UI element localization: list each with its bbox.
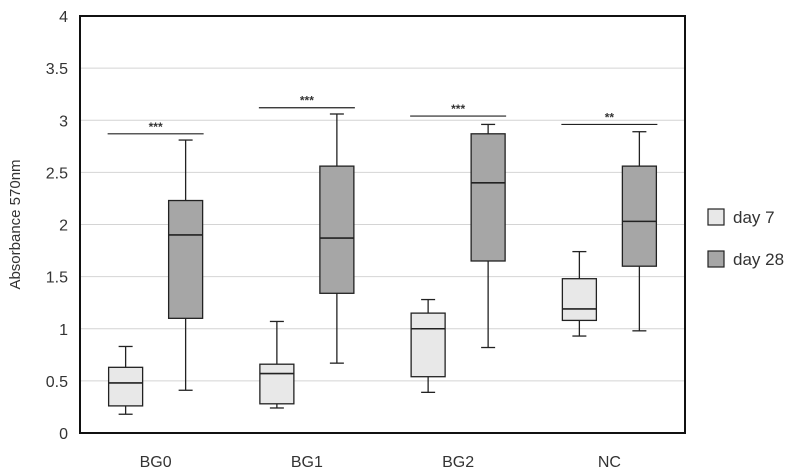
significance-label: ***	[149, 120, 163, 134]
box-iqr	[167, 199, 204, 319]
legend-swatch	[707, 208, 725, 226]
box-day-28-BG2	[470, 123, 506, 349]
y-tick-label: 0	[59, 426, 68, 443]
significance-label: ***	[300, 94, 314, 108]
legend-swatch	[707, 250, 725, 268]
box-day-28-NC	[621, 131, 658, 332]
plot-frame	[79, 15, 686, 434]
box-day-7-BG0	[107, 345, 144, 415]
x-category-label: BG2	[442, 454, 474, 471]
y-tick-label: 1.5	[46, 270, 68, 287]
box-day-7-BG1	[259, 320, 295, 409]
box-iqr	[410, 312, 446, 378]
significance-label: **	[605, 110, 615, 124]
y-axis-ticks: 0 0.5 1 1.5 2 2.5 3 3.5 4	[46, 9, 68, 443]
box-iqr	[621, 165, 658, 267]
box-day-7-BG2	[410, 298, 446, 393]
y-tick-label: 2.5	[46, 165, 68, 182]
box-iqr	[259, 363, 295, 405]
x-category-label: BG1	[291, 454, 323, 471]
significance-markers: ***********	[107, 94, 658, 135]
box-iqr	[561, 278, 598, 322]
legend-item-day-28: day 28	[707, 250, 784, 269]
y-tick-label: 0.5	[46, 374, 68, 391]
y-axis-title: Absorbance 570nm	[7, 159, 24, 289]
legend-label: day 7	[733, 208, 775, 227]
box-iqr	[319, 165, 355, 294]
y-tick-label: 1	[59, 322, 68, 339]
box-day-28-BG0	[167, 139, 204, 391]
x-axis-labels: BG0 BG1 BG2 NC	[140, 454, 621, 471]
boxes	[107, 113, 658, 415]
box-day-7-NC	[561, 250, 598, 337]
y-tick-label: 2	[59, 218, 68, 235]
legend-item-day-7: day 7	[707, 208, 775, 227]
significance-label: ***	[451, 102, 465, 116]
box-iqr	[107, 366, 144, 407]
legend: day 7 day 28	[707, 208, 784, 269]
y-tick-label: 3.5	[46, 61, 68, 78]
y-tick-label: 4	[59, 9, 68, 26]
x-category-label: NC	[598, 454, 621, 471]
box-day-28-BG1	[319, 113, 355, 364]
x-category-label: BG0	[140, 454, 172, 471]
y-tick-label: 3	[59, 113, 68, 130]
box-iqr	[470, 133, 506, 262]
legend-label: day 28	[733, 250, 784, 269]
